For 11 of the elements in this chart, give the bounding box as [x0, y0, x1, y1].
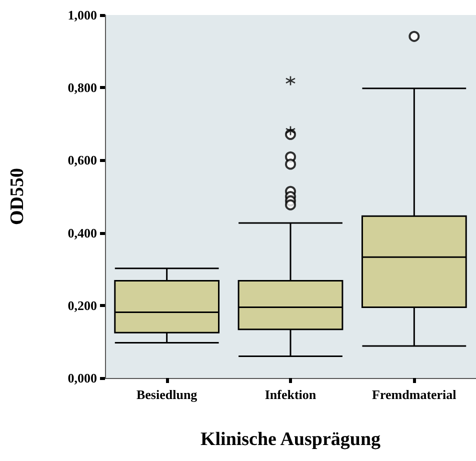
y-tick-label: 0,600 [68, 152, 97, 168]
y-tick-label: 1,000 [68, 8, 97, 22]
y-tick-label: 0,000 [68, 370, 97, 386]
y-tick-label: 0,200 [68, 298, 97, 313]
x-tick-label: Infektion [264, 387, 317, 402]
x-tick-label: Besiedlung [136, 387, 198, 402]
x-axis-title: Klinische Ausprägung [200, 429, 382, 450]
y-tick-label: 0,400 [68, 225, 97, 240]
y-tick-label: 0,800 [68, 80, 97, 96]
x-tick-label: Fremdmaterial [372, 387, 457, 402]
y-axis-title: OD550 [7, 168, 28, 225]
